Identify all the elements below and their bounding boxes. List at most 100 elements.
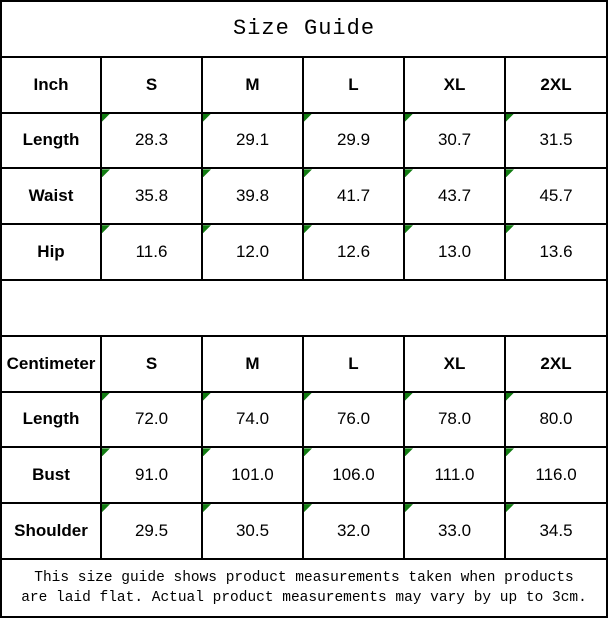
cell-value: 80.0 xyxy=(539,409,573,429)
cell-value: 12.0 xyxy=(235,242,270,262)
table-cell: 29.9 xyxy=(302,111,405,170)
cell-value: 72.0 xyxy=(134,409,169,429)
cell-value: 78.0 xyxy=(437,409,472,429)
cell-corner-flag-icon xyxy=(102,448,110,457)
size-header-l: L xyxy=(302,334,405,393)
table-cell: 74.0 xyxy=(201,390,304,449)
table-cell: 13.6 xyxy=(503,223,608,281)
table-cell: 111.0 xyxy=(403,446,506,505)
cell-corner-flag-icon xyxy=(506,504,514,513)
cell-value: 35.8 xyxy=(134,186,169,206)
cell-corner-flag-icon xyxy=(203,113,211,122)
cell-corner-flag-icon xyxy=(304,113,312,122)
size-header-2xl: 2XL xyxy=(503,334,608,393)
table-cell: 76.0 xyxy=(302,390,405,449)
cell-value: 31.5 xyxy=(539,130,573,150)
size-header-2xl: 2XL xyxy=(503,55,608,114)
cell-corner-flag-icon xyxy=(304,225,312,234)
page-title: Size Guide xyxy=(0,0,608,58)
cell-corner-flag-icon xyxy=(405,225,413,234)
table-cell: 13.0 xyxy=(403,223,506,281)
row-label: Hip xyxy=(0,223,102,281)
table-row-cm-bust: Bust 91.0 101.0 106.0 111.0 116.0 xyxy=(0,446,608,505)
cell-value: 116.0 xyxy=(535,465,577,485)
table-row-inch-length: Length 28.3 29.1 29.9 30.7 31.5 xyxy=(0,111,608,170)
cell-corner-flag-icon xyxy=(405,448,413,457)
table-cell: 72.0 xyxy=(100,390,203,449)
cell-corner-flag-icon xyxy=(203,448,211,457)
cell-value: 33.0 xyxy=(437,521,472,541)
table-cell: 78.0 xyxy=(403,390,506,449)
cell-value: 28.3 xyxy=(134,130,169,150)
table-cell: 35.8 xyxy=(100,167,203,226)
cell-corner-flag-icon xyxy=(506,225,514,234)
size-header-s: S xyxy=(100,55,203,114)
footer-line-2: are laid flat. Actual product measuremen… xyxy=(21,589,587,606)
cell-corner-flag-icon xyxy=(304,169,312,178)
cell-corner-flag-icon xyxy=(304,504,312,513)
cell-corner-flag-icon xyxy=(506,113,514,122)
cell-corner-flag-icon xyxy=(203,225,211,234)
cell-corner-flag-icon xyxy=(102,113,110,122)
table-cell: 91.0 xyxy=(100,446,203,505)
cell-corner-flag-icon xyxy=(304,448,312,457)
cell-value: 76.0 xyxy=(336,409,371,429)
cell-value: 34.5 xyxy=(539,521,573,541)
footer-line-1: This size guide shows product measuremen… xyxy=(34,569,574,586)
table-cell: 41.7 xyxy=(302,167,405,226)
cell-corner-flag-icon xyxy=(102,392,110,401)
cell-value: 11.6 xyxy=(135,242,168,262)
cell-corner-flag-icon xyxy=(506,392,514,401)
footer-row: This size guide shows product measuremen… xyxy=(0,557,608,618)
table-cell: 34.5 xyxy=(503,502,608,560)
footer-note: This size guide shows product measuremen… xyxy=(0,557,608,618)
table-cell: 116.0 xyxy=(503,446,608,505)
title-row: Size Guide xyxy=(0,0,608,58)
size-header-l: L xyxy=(302,55,405,114)
table-cell: 80.0 xyxy=(503,390,608,449)
cell-corner-flag-icon xyxy=(304,392,312,401)
row-label: Length xyxy=(0,390,102,449)
cell-value: 32.0 xyxy=(336,521,371,541)
row-label: Length xyxy=(0,111,102,170)
cm-header-row: Centimeter S M L XL 2XL xyxy=(0,334,608,393)
spacer-row xyxy=(0,278,608,337)
cell-corner-flag-icon xyxy=(203,169,211,178)
table-row-cm-shoulder: Shoulder 29.5 30.5 32.0 33.0 34.5 xyxy=(0,502,608,560)
inch-header-row: Inch S M L XL 2XL xyxy=(0,55,608,114)
table-cell: 12.6 xyxy=(302,223,405,281)
row-label: Bust xyxy=(0,446,102,505)
table-cell: 32.0 xyxy=(302,502,405,560)
table-cell: 31.5 xyxy=(503,111,608,170)
table-cell: 45.7 xyxy=(503,167,608,226)
table-cell: 43.7 xyxy=(403,167,506,226)
spacer-cell xyxy=(0,278,608,337)
cell-value: 29.9 xyxy=(336,130,371,150)
size-header-s: S xyxy=(100,334,203,393)
table-cell: 106.0 xyxy=(302,446,405,505)
size-header-m: M xyxy=(201,334,304,393)
cell-value: 13.0 xyxy=(437,242,472,262)
cell-value: 101.0 xyxy=(231,465,274,485)
cell-corner-flag-icon xyxy=(102,225,110,234)
table-cell: 29.1 xyxy=(201,111,304,170)
table-cell: 12.0 xyxy=(201,223,304,281)
cell-corner-flag-icon xyxy=(203,504,211,513)
row-label: Shoulder xyxy=(0,502,102,560)
table-row-inch-hip: Hip 11.6 12.0 12.6 13.0 13.6 xyxy=(0,223,608,281)
unit-header-centimeter: Centimeter xyxy=(0,334,102,393)
cell-value: 30.7 xyxy=(437,130,472,150)
cell-corner-flag-icon xyxy=(506,448,514,457)
cell-corner-flag-icon xyxy=(102,504,110,513)
table-cell: 101.0 xyxy=(201,446,304,505)
size-header-xl: XL xyxy=(403,334,506,393)
cell-value: 29.1 xyxy=(235,130,270,150)
cell-value: 39.8 xyxy=(235,186,270,206)
cell-corner-flag-icon xyxy=(405,392,413,401)
table-cell: 11.6 xyxy=(100,223,203,281)
cell-corner-flag-icon xyxy=(405,113,413,122)
table-row-cm-length: Length 72.0 74.0 76.0 78.0 80.0 xyxy=(0,390,608,449)
cell-value: 13.6 xyxy=(539,242,573,262)
cell-value: 74.0 xyxy=(235,409,270,429)
